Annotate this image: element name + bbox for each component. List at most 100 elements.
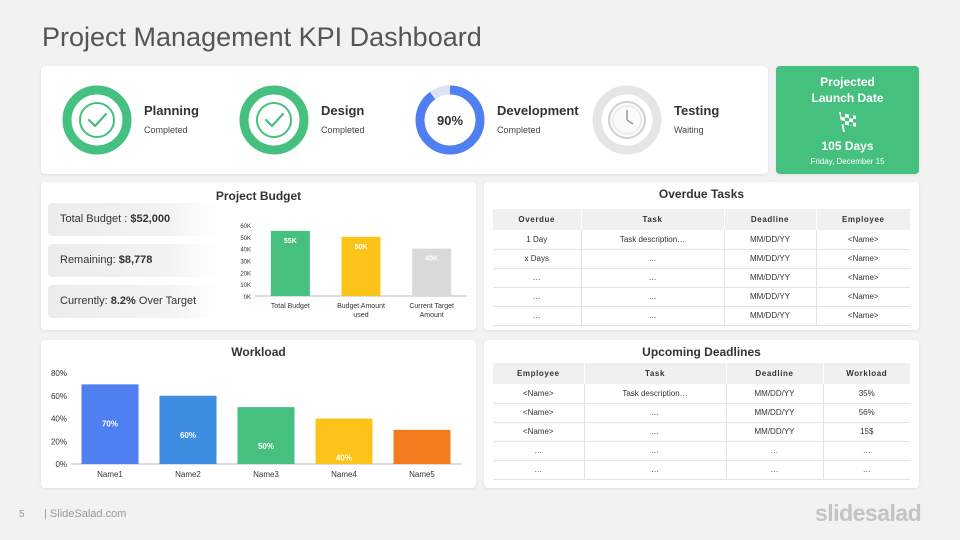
- table-cell: <Name>: [816, 287, 910, 307]
- clock-icon: [592, 85, 662, 155]
- category-label: used: [353, 312, 368, 319]
- remaining-pill: Remaining: $8,778: [48, 244, 218, 277]
- overdue-tasks-panel: Overdue Tasks Overdue Task Deadline Empl…: [484, 182, 919, 330]
- col-header: Overdue: [493, 209, 582, 230]
- check-icon: [62, 85, 132, 155]
- data-label: 50%: [258, 442, 274, 451]
- y-tick-label: 0%: [55, 460, 67, 469]
- data-label: 30%: [414, 465, 430, 474]
- launch-title-line2: Launch Date: [811, 91, 884, 105]
- upcoming-deadlines-panel: Upcoming Deadlines Employee Task Deadlin…: [484, 340, 919, 488]
- category-label: Name4: [331, 470, 357, 479]
- category-label: Name2: [175, 470, 201, 479]
- budget-bar-chart: 0K 10K 20K 30K 40K 50K 60K 55K Total Budget 50K Bu…: [240, 224, 467, 319]
- table-cell: …: [493, 441, 585, 461]
- y-tick-label: 20K: [240, 271, 251, 277]
- table-row: …… MM/DD/YY <Name>: [493, 306, 910, 326]
- bar: [81, 384, 139, 464]
- table-cell: …: [581, 306, 725, 326]
- bar: [315, 418, 373, 464]
- table-cell: …: [493, 306, 582, 326]
- phases-panel: Planning Completed Design Completed 90% …: [41, 66, 768, 174]
- table-row: …… MM/DD/YY <Name>: [493, 287, 910, 307]
- table-cell: 1 Day: [493, 230, 582, 250]
- phase-name: Testing: [674, 103, 720, 118]
- page-title: Project Management KPI Dashboard: [42, 22, 482, 52]
- table-header-row: Overdue Task Deadline Employee: [493, 209, 910, 230]
- table-cell: <Name>: [493, 384, 585, 404]
- bar: [393, 429, 451, 464]
- phase-status: Completed: [321, 125, 365, 135]
- table-cell: …: [726, 460, 824, 480]
- phase-testing[interactable]: Testing Waiting: [592, 85, 762, 155]
- table-cell: MM/DD/YY: [726, 403, 824, 423]
- table-cell: MM/DD/YY: [724, 230, 817, 250]
- data-label: 70%: [102, 419, 118, 428]
- table-cell: <Name>: [493, 422, 585, 442]
- table-cell: MM/DD/YY: [724, 287, 817, 307]
- table-cell: …: [493, 268, 582, 288]
- launch-date-card: Projected Launch Date 105 Days Friday, D…: [776, 66, 919, 174]
- table-row: 1 Day Task description… MM/DD/YY <Name>: [493, 230, 910, 250]
- table-row: <Name>… MM/DD/YY 15$: [493, 422, 910, 442]
- col-header: Task: [581, 209, 725, 230]
- upcoming-title: Upcoming Deadlines: [642, 345, 761, 359]
- category-label: Name3: [253, 470, 279, 479]
- category-label: Current Target: [409, 303, 454, 310]
- col-header: Task: [584, 363, 727, 384]
- currently-suffix: Over Target: [135, 295, 197, 307]
- table-cell: …: [726, 441, 824, 461]
- overdue-table: Overdue Task Deadline Employee 1 Day Task…: [493, 209, 910, 326]
- bar: [341, 236, 381, 296]
- y-tick-label: 60K: [240, 224, 251, 230]
- phase-name: Design: [321, 103, 365, 118]
- col-header: Deadline: [724, 209, 817, 230]
- workload-panel: Workload 0% 20% 40% 60% 80% 70% Name1 60% Name2 5…: [41, 340, 476, 488]
- table-cell: …: [493, 287, 582, 307]
- budget-title: Project Budget: [215, 189, 302, 203]
- category-label: Budget Amount: [337, 303, 385, 310]
- workload-title: Workload: [231, 345, 286, 359]
- total-budget-label: Total Budget :: [60, 213, 131, 225]
- table-cell: <Name>: [816, 249, 910, 269]
- table-cell: <Name>: [816, 230, 910, 250]
- table-cell: …: [584, 441, 727, 461]
- category-label: Name5: [409, 470, 435, 479]
- phase-planning[interactable]: Planning Completed: [62, 85, 232, 155]
- table-header-row: Employee Task Deadline Workload: [493, 363, 910, 384]
- table-cell: <Name>: [816, 268, 910, 288]
- table-cell: …: [581, 249, 725, 269]
- data-label: 40%: [336, 454, 352, 463]
- table-cell: Task description…: [584, 384, 727, 404]
- data-label: 60%: [180, 431, 196, 440]
- table-row: <Name> Task description… MM/DD/YY 35%: [493, 384, 910, 404]
- launch-title-line1: Projected: [820, 75, 875, 89]
- bar: [270, 230, 310, 296]
- table-cell: MM/DD/YY: [726, 384, 824, 404]
- table-cell: <Name>: [816, 306, 910, 326]
- category-label: Name1: [97, 470, 123, 479]
- progress-ring: 90%: [415, 85, 485, 155]
- project-budget-panel: Project Budget Total Budget : $52,000 Re…: [41, 182, 476, 330]
- y-tick-label: 80%: [51, 369, 67, 378]
- table-cell: 15$: [823, 422, 910, 442]
- phase-design[interactable]: Design Completed: [239, 85, 409, 155]
- data-label: 55K: [284, 238, 297, 245]
- y-tick-label: 20%: [51, 437, 67, 446]
- table-cell: …: [823, 441, 910, 461]
- table-cell: …: [584, 460, 727, 480]
- table-cell: x Days: [493, 249, 582, 269]
- y-tick-label: 40%: [51, 415, 67, 424]
- launch-days: 105 Days: [821, 139, 874, 153]
- table-row: …… MM/DD/YY <Name>: [493, 268, 910, 288]
- col-header: Workload: [823, 363, 910, 384]
- bar: [159, 395, 217, 464]
- currently-value: 8.2%: [110, 295, 136, 307]
- table-cell: <Name>: [493, 403, 585, 423]
- phase-development[interactable]: 90% Development Completed: [415, 85, 585, 155]
- table-cell: MM/DD/YY: [726, 422, 824, 442]
- launch-title: Projected Launch Date: [776, 74, 919, 106]
- table-row: …………: [493, 460, 910, 480]
- table-cell: …: [581, 287, 725, 307]
- y-tick-label: 50K: [240, 236, 251, 242]
